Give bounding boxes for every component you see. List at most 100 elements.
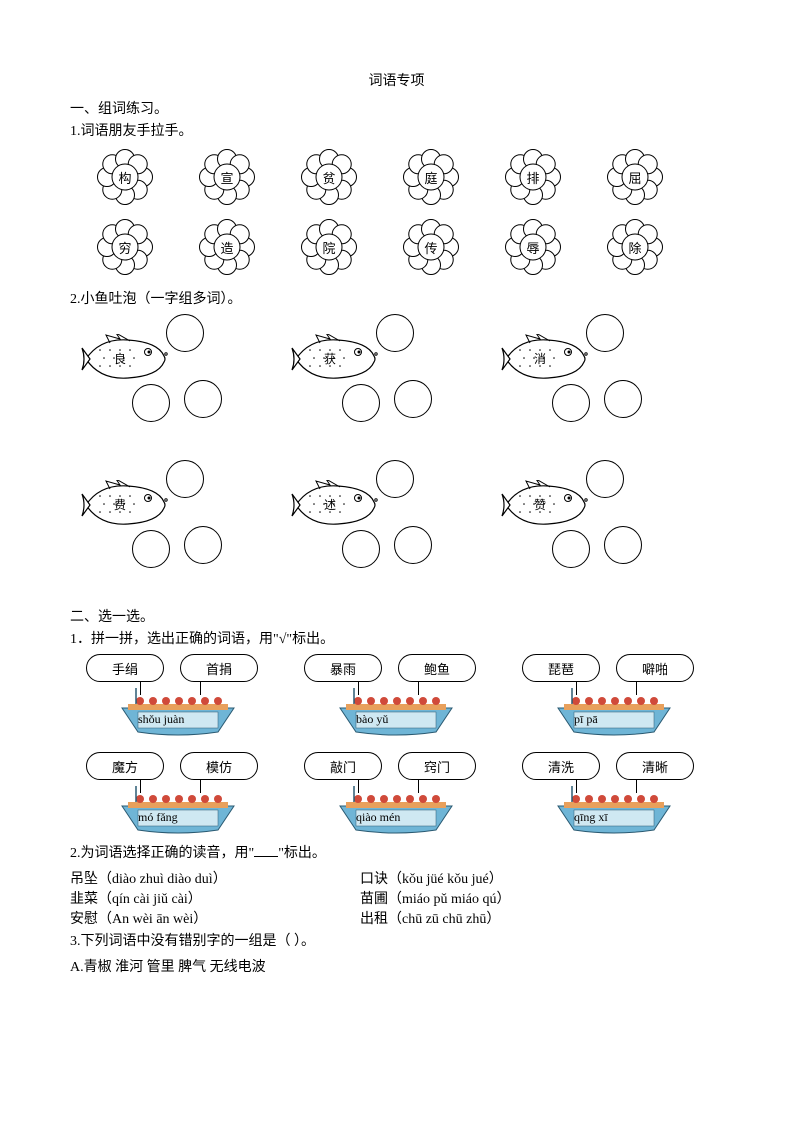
answer-bubble[interactable] [342,530,380,568]
fish-char: 赞 [534,496,546,513]
answer-bubble[interactable] [586,314,624,352]
flower-char: 宣 [220,168,233,187]
answer-bubble[interactable] [552,530,590,568]
opts-left[interactable]: （qín cài jiǔ cài） [98,892,202,907]
flower-char: 庭 [424,168,437,187]
boat-option-left[interactable]: 手绢 [86,654,164,682]
boat-unit: 魔方模仿mó fǎng [80,752,270,838]
section1-heading: 一、组词练习。 [70,98,723,118]
boat-unit: 暴雨鲍鱼bào yǔ [298,654,488,740]
fish-row-2: 费述赞 [80,460,723,570]
flower-item[interactable]: 穷 [96,218,154,276]
opts-right[interactable]: （chū zū chū zhū） [388,912,500,927]
fish-unit: 获 [290,314,450,424]
answer-bubble[interactable] [166,314,204,352]
flower-item[interactable]: 贫 [300,148,358,206]
answer-bubble[interactable] [604,526,642,564]
flower-item[interactable]: 除 [606,218,664,276]
boat-grid: 手绢首捐shǒu juàn暴雨鲍鱼bào yǔ琵琶噼啪pī pā魔方模仿mó f… [80,654,720,838]
boat-option-right[interactable]: 窍门 [398,752,476,780]
boat-option-left[interactable]: 清洗 [522,752,600,780]
answer-bubble[interactable] [394,380,432,418]
boat-icon [336,686,456,738]
boat-option-left[interactable]: 琵琶 [522,654,600,682]
boat-option-left[interactable]: 暴雨 [304,654,382,682]
pronunciation-row: 吊坠（diào zhuì diào duì）口诀（kǒu jüé kǒu jué… [70,868,723,888]
flower-item[interactable]: 传 [402,218,460,276]
flower-char: 贫 [322,168,335,187]
connector-line [636,681,637,695]
flower-char: 造 [220,238,233,257]
word-left: 韭菜 [70,892,98,907]
section2-q1-heading: 1．拼一拼，选出正确的词语，用"√"标出。 [70,628,723,648]
opts-right[interactable]: （miáo pǔ miáo qú） [388,892,511,907]
flower-char: 院 [322,238,335,257]
flower-char: 传 [424,238,437,257]
answer-bubble[interactable] [394,526,432,564]
boat-icon [554,686,674,738]
flower-item[interactable]: 辱 [504,218,562,276]
answer-bubble[interactable] [342,384,380,422]
flower-item[interactable]: 构 [96,148,154,206]
answer-bubble[interactable] [376,314,414,352]
q2-pronunciation-lines: 吊坠（diào zhuì diào duì）口诀（kǒu jüé kǒu jué… [70,868,723,928]
section2-heading: 二、选一选。 [70,606,723,626]
boat-option-left[interactable]: 魔方 [86,752,164,780]
boat-option-right[interactable]: 噼啪 [616,654,694,682]
boat-pinyin: shǒu juàn [138,712,184,727]
flower-char: 除 [628,238,641,257]
fish-char: 良 [114,350,126,367]
answer-bubble[interactable] [604,380,642,418]
answer-bubble[interactable] [132,384,170,422]
answer-bubble[interactable] [552,384,590,422]
underline-mark [254,845,278,857]
connector-line [418,681,419,695]
connector-line [636,779,637,793]
flower-item[interactable]: 院 [300,218,358,276]
flower-item[interactable]: 庭 [402,148,460,206]
page-title: 词语专项 [70,70,723,90]
flower-item[interactable]: 造 [198,218,256,276]
answer-bubble[interactable] [184,380,222,418]
answer-bubble[interactable] [376,460,414,498]
boat-option-right[interactable]: 首捐 [180,654,258,682]
fish-unit: 赞 [500,460,660,570]
section1-q2-heading: 2.小鱼吐泡（一字组多词）。 [70,288,723,308]
opts-left[interactable]: （diào zhuì diào duì） [98,872,227,887]
fish-unit: 述 [290,460,450,570]
section2-q2-heading: 2.为词语选择正确的读音，用""标出。 [70,842,723,862]
boat-option-left[interactable]: 敲门 [304,752,382,780]
connector-line [418,779,419,793]
flower-row-2: 穷造院传辱除 [96,218,723,276]
boat-option-right[interactable]: 清晰 [616,752,694,780]
answer-bubble[interactable] [166,460,204,498]
flower-char: 辱 [526,238,539,257]
fish-char: 消 [534,350,546,367]
word-left: 安慰 [70,912,98,927]
flower-item[interactable]: 屈 [606,148,664,206]
answer-bubble[interactable] [184,526,222,564]
pronunciation-row: 韭菜（qín cài jiǔ cài）苗圃（miáo pǔ miáo qú） [70,888,723,908]
flower-item[interactable]: 排 [504,148,562,206]
fish-char: 述 [324,496,336,513]
answer-bubble[interactable] [132,530,170,568]
fish-unit: 费 [80,460,240,570]
boat-option-right[interactable]: 模仿 [180,752,258,780]
flower-char: 排 [526,168,539,187]
fish-unit: 消 [500,314,660,424]
opts-right[interactable]: （kǒu jüé kǒu jué） [388,872,503,887]
connector-line [576,779,577,793]
opts-left[interactable]: （An wèi ān wèi） [98,912,207,927]
word-right: 口诀 [360,872,388,887]
boat-option-right[interactable]: 鲍鱼 [398,654,476,682]
boat-icon [554,784,674,836]
fish-row-1: 良获消 [80,314,723,424]
section2-q3-optA: A.青椒 淮河 管里 脾气 无线电波 [70,956,723,976]
boat-pinyin: qīng xī [574,810,608,825]
fish-char: 费 [114,496,126,513]
answer-bubble[interactable] [586,460,624,498]
flower-item[interactable]: 宣 [198,148,256,206]
boat-unit: 清洗清晰 qīng xī [516,752,706,838]
word-right: 出租 [360,912,388,927]
flower-row-1: 构宣贫庭排屈 [96,148,723,206]
